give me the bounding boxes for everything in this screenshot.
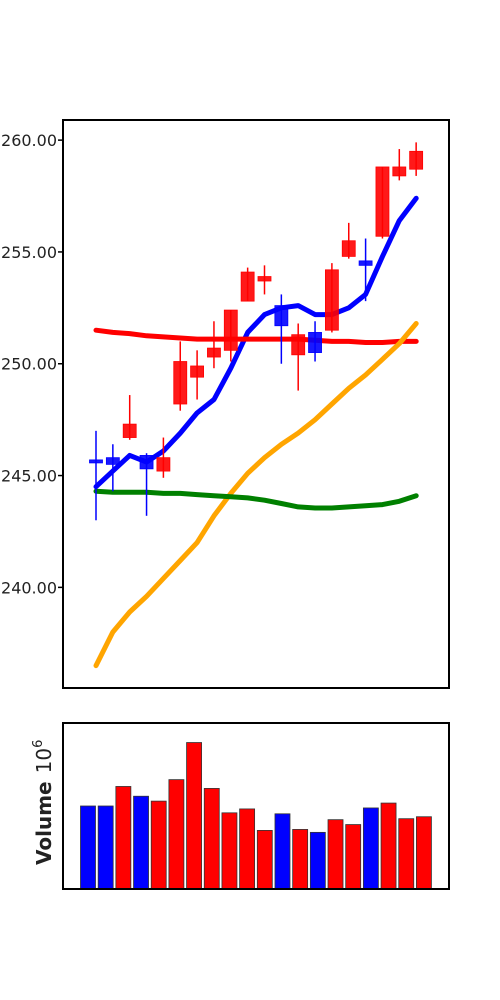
candle [105, 444, 120, 492]
candle [358, 238, 373, 302]
candle-body [223, 309, 238, 351]
candle-body [190, 365, 205, 378]
volume-label-exponent: 6 [31, 740, 46, 748]
candle [341, 222, 356, 259]
candle [375, 166, 390, 239]
moving-average-line-4 [93, 488, 419, 511]
candle [89, 430, 103, 521]
volume-bar [168, 779, 185, 890]
volume-label-text: Volume [32, 781, 56, 865]
volume-bars [80, 742, 432, 890]
candle-body [392, 166, 407, 177]
volume-bar [150, 800, 167, 890]
volume-label-base: 10 [32, 748, 56, 773]
volume-axis-label: Volume 106 [31, 740, 56, 865]
candle-body [341, 240, 356, 257]
volume-bar [345, 824, 362, 890]
candle-body [173, 361, 188, 405]
moving-average-line-2 [93, 327, 419, 345]
candle [324, 263, 339, 333]
candle-body [324, 269, 339, 331]
candle [274, 294, 289, 364]
volume-bar [256, 830, 273, 890]
moving-average-lines [93, 195, 419, 669]
price-panel-frame [62, 119, 450, 689]
volume-bar [97, 805, 114, 890]
candle [190, 350, 205, 400]
candle-body [358, 260, 373, 266]
candle [240, 267, 255, 302]
candle-body [122, 423, 137, 438]
candle-body [156, 457, 171, 472]
volume-bar [239, 808, 256, 890]
volume-bar [203, 788, 220, 890]
price-tick-label: 250.00 [1, 355, 57, 374]
candle [156, 437, 171, 478]
price-y-axis: 240.00 245.00 250.00 255.00 260.00 [1, 131, 63, 597]
volume-bar [80, 805, 96, 890]
price-tick-label: 240.00 [1, 578, 57, 597]
moving-average-line-3 [93, 321, 419, 669]
candle [308, 321, 322, 362]
volume-bar [362, 807, 379, 890]
volume-bar [309, 831, 326, 890]
volume-bar [380, 802, 397, 890]
candle-body [274, 305, 289, 327]
candlesticks [89, 142, 424, 521]
volume-panel: Volume 106 [31, 722, 450, 890]
volume-bar [416, 816, 432, 890]
volume-bar [292, 829, 309, 890]
candle [139, 453, 154, 516]
candle [257, 265, 272, 295]
volume-bar [274, 813, 291, 890]
candle-body [139, 455, 154, 470]
candle-body [409, 150, 424, 170]
price-tick-label: 245.00 [1, 467, 57, 486]
volume-panel-frame [62, 722, 450, 890]
candle [392, 149, 407, 181]
candle-body [308, 332, 322, 353]
candle [291, 323, 306, 391]
price-tick-label: 255.00 [1, 243, 57, 262]
volume-bar [398, 818, 415, 890]
candle-body [375, 166, 390, 237]
candle-body [105, 457, 120, 465]
volume-bar [186, 742, 202, 890]
candle-body [291, 334, 306, 356]
price-tick-label: 260.00 [1, 131, 57, 150]
volume-bar [327, 819, 344, 890]
volume-bar [221, 812, 238, 890]
candle [173, 341, 188, 411]
candle [122, 395, 137, 440]
volume-bar [115, 786, 132, 890]
candle-body [89, 459, 103, 464]
price-panel: 240.00 245.00 250.00 255.00 260.00 [1, 119, 450, 689]
candle-body [240, 271, 255, 302]
volume-bar [133, 795, 149, 890]
candle [223, 309, 238, 362]
candle [409, 142, 424, 176]
candle-body [257, 276, 272, 282]
candle-body [207, 347, 221, 358]
candle [207, 321, 221, 369]
